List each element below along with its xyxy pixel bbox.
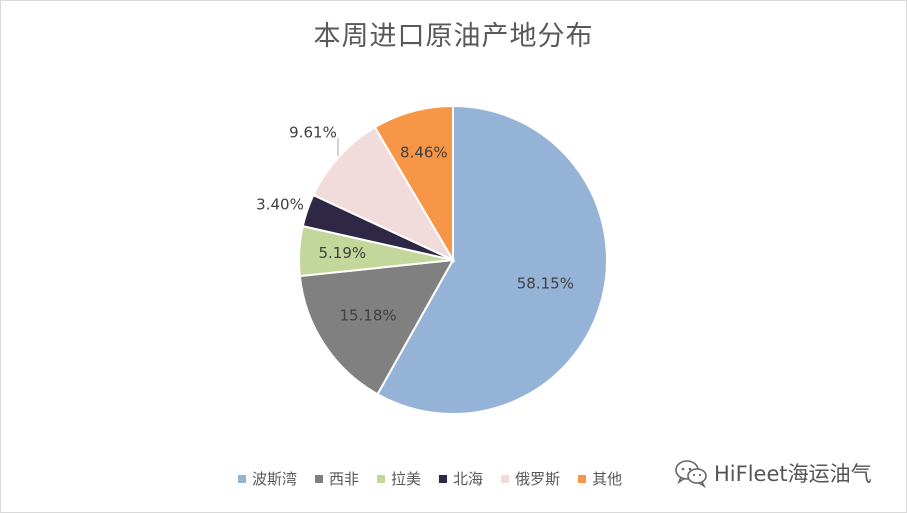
pie-slice-other	[373, 104, 454, 264]
legend-item-latin-america: 拉美	[377, 468, 421, 489]
data-label-north-sea: 3.40%	[256, 196, 304, 214]
watermark-text: HiFleet海运油气	[714, 462, 872, 486]
legend-label: 拉美	[391, 470, 422, 488]
legend-swatch	[578, 474, 587, 483]
pie-slice-russia	[312, 125, 456, 263]
legend-swatch	[238, 474, 246, 483]
data-label-other: 8.46%	[400, 144, 448, 162]
legend-swatch	[377, 474, 386, 483]
data-label-latin-america: 5.19%	[318, 244, 366, 262]
legend-label: 俄罗斯	[515, 470, 561, 488]
legend-label: 波斯湾	[252, 470, 298, 488]
chart-title: 本周进口原油产地分布	[313, 21, 594, 52]
pie-slice-persian-gulf	[376, 104, 608, 415]
legend-swatch	[501, 474, 510, 483]
data-label-persian-gulf: 58.15%	[517, 275, 574, 293]
legend-item-west-africa: 西非	[315, 468, 359, 489]
legend: 波斯湾 西非 拉美 北海 俄罗斯 其他	[238, 468, 622, 489]
legend-swatch	[439, 474, 448, 483]
data-label-russia: 9.61%	[289, 124, 337, 142]
legend-label: 北海	[453, 470, 484, 488]
legend-label: 西非	[329, 470, 360, 488]
wechat-icon	[675, 460, 707, 488]
legend-item-north-sea: 北海	[439, 468, 483, 489]
legend-swatch	[315, 474, 324, 483]
watermark: HiFleet海运油气	[674, 458, 872, 488]
legend-item-persian-gulf: 波斯湾	[238, 468, 297, 489]
legend-label: 其他	[592, 470, 623, 488]
pie-slice-west-africa	[298, 258, 455, 396]
legend-item-russia: 俄罗斯	[501, 468, 560, 489]
data-label-west-africa: 15.18%	[339, 306, 396, 324]
legend-item-other: 其他	[578, 468, 622, 489]
